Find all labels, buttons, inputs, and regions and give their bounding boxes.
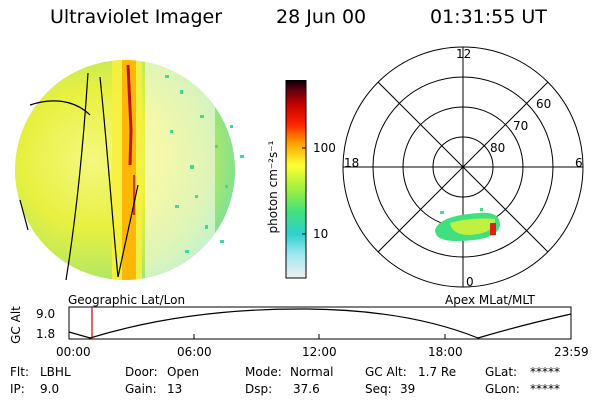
mlt-label-0: 0 (466, 275, 474, 289)
aurora-hotspot (490, 223, 496, 235)
door-value: Open (167, 365, 200, 379)
apex-caption: Apex MLat/MLT (445, 293, 535, 307)
uv-image-geographic (15, 60, 244, 281)
altitude-curve (68, 308, 572, 339)
noise-speckle (165, 75, 244, 253)
flt-label: Flt: (10, 365, 29, 379)
longitude-line (65, 72, 89, 281)
glon-value: ***** (530, 382, 560, 396)
gcalt-label: GC Alt: (365, 365, 407, 379)
ip-label: IP: (10, 382, 25, 396)
mlt-label-12: 12 (456, 47, 472, 61)
polar-plot (342, 46, 584, 288)
latitude-line (29, 100, 91, 116)
colorbar-tick-100: 100 (313, 141, 336, 155)
flt-value: LBHL (40, 365, 71, 379)
mode-value: Normal (290, 365, 334, 379)
dsp-value: 37.6 (293, 382, 320, 396)
ip-value: 9.0 (40, 382, 60, 396)
geographic-caption: Geographic Lat/Lon (68, 293, 186, 307)
alt-xtick-2359: 23:59 (554, 345, 589, 359)
alt-ytick-9: 9.0 (36, 307, 56, 321)
gcalt-value: 1.7 Re (418, 365, 457, 379)
longitude-line (99, 76, 119, 278)
gain-value: 13 (167, 382, 183, 396)
time-label: 01:31:55 UT (430, 6, 547, 28)
lat-label-70: 70 (513, 119, 529, 133)
alt-xtick-0000: 00:00 (56, 345, 91, 359)
colorbar-tick-10: 10 (313, 227, 329, 241)
colorbar (285, 80, 307, 279)
seq-label: Seq: (365, 382, 392, 396)
door-label: Door: (125, 365, 158, 379)
altitude-plot (68, 306, 572, 340)
date-label: 28 Jun 00 (276, 6, 367, 28)
mode-label: Mode: (245, 365, 282, 379)
mlt-label-18: 18 (344, 156, 360, 170)
alt-ytick-1.8: 1.8 (36, 327, 56, 341)
aurora-blob-core (450, 218, 496, 235)
latitude-line (19, 199, 29, 231)
alt-xtick-1200: 12:00 (302, 345, 337, 359)
glat-value: ***** (530, 365, 560, 379)
alt-xtick-1800: 18:00 (428, 345, 463, 359)
colorbar-label: photon cm⁻²s⁻¹ (266, 140, 280, 234)
glat-label: GLat: (485, 365, 518, 379)
mlt-label-6: 6 (575, 156, 583, 170)
dsp-label: Dsp: (245, 382, 273, 396)
seq-value: 39 (400, 382, 416, 396)
alt-xtick-0600: 06:00 (177, 345, 212, 359)
glon-label: GLon: (485, 382, 520, 396)
lat-label-60: 60 (536, 97, 552, 111)
gain-label: Gain: (125, 382, 157, 396)
instrument-title: Ultraviolet Imager (50, 6, 223, 28)
alt-ylabel: GC Alt (9, 306, 23, 344)
longitude-line (117, 184, 139, 278)
lat-label-80: 80 (490, 141, 506, 155)
